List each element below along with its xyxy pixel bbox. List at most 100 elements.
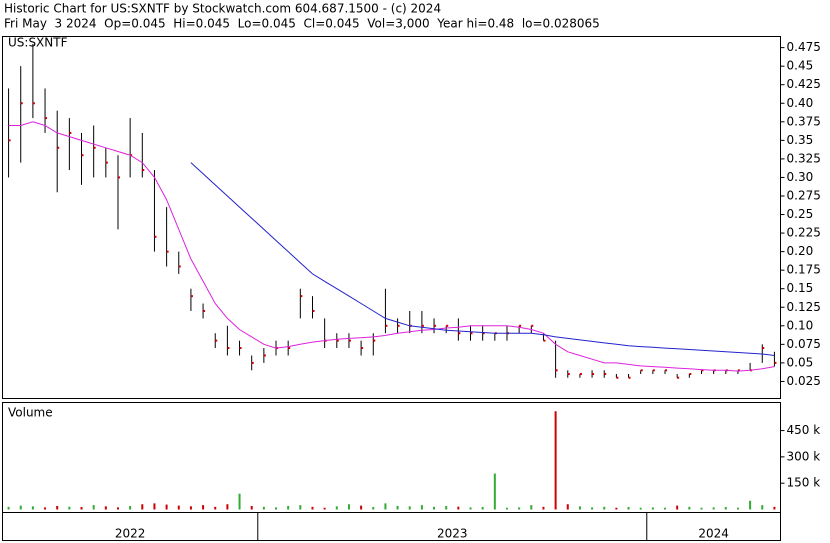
close-mark [263,354,266,357]
volume-bar [603,506,606,510]
volume-bar [554,411,557,510]
close-mark [178,265,181,268]
y-tick-label: 0.325 [787,151,821,165]
close-mark [215,339,218,342]
y-tick-label: 0.125 [787,300,821,314]
y-tick-label: 0.225 [787,226,821,240]
volume-bar [433,506,436,510]
close-mark [93,146,96,149]
close-mark [45,117,48,120]
volume-bar [396,505,399,510]
close-mark [482,332,485,335]
close-mark [336,339,339,342]
close-mark [117,176,120,179]
volume-bar [408,506,411,510]
volume-bar [214,506,217,510]
x-tick-label: 2022 [115,527,146,541]
volume-bar [724,507,727,510]
volume-bar [165,504,168,510]
volume-bar [7,506,10,510]
volume-bar [31,506,34,510]
chart-subtitle: Fri May 3 2024 Op=0.045 Hi=0.045 Lo=0.04… [4,17,600,31]
close-mark [701,369,704,372]
volume-bar [189,506,192,510]
volume-bar [372,507,375,510]
close-mark [434,324,437,327]
close-mark [470,332,473,335]
close-mark [446,324,449,327]
x-tick-label: 2024 [698,527,729,541]
close-mark [652,369,655,372]
volume-bar [664,507,667,510]
volume-bar [542,506,545,510]
close-mark [300,295,303,298]
volume-bar [44,507,47,510]
y-tick-label: 0.05 [787,355,814,369]
close-mark [130,154,133,157]
y-tick-label: 0.15 [787,281,814,295]
close-mark [251,361,254,364]
time-axis [2,512,781,541]
close-mark [227,347,230,350]
close-mark [361,347,364,350]
y-tick-label: 300 k [787,449,821,463]
volume-bar [92,505,95,510]
volume-bar [262,506,265,510]
close-mark [616,376,619,379]
volume-bar [153,503,156,510]
volume-bar [481,507,484,510]
moving-average [8,121,775,372]
close-mark [81,154,84,157]
close-mark [579,373,582,376]
volume-bar [566,504,569,510]
close-mark [762,347,765,350]
close-mark [628,376,631,379]
volume-bar [445,505,448,510]
volume-bar [736,507,739,510]
close-mark [385,324,388,327]
volume-bar [676,505,679,510]
close-mark [543,339,546,342]
y-tick-label: 0.40 [787,96,814,110]
volume-bar [749,500,752,510]
volume-bar [238,493,241,510]
close-mark [57,146,60,149]
y-tick-label: 0.175 [787,263,821,277]
volume-bar [688,506,691,510]
symbol-label: US:SXNTF [8,36,68,50]
volume-bar [323,507,326,510]
y-tick-label: 0.425 [787,77,821,91]
y-tick-label: 0.20 [787,244,814,258]
volume-label: Volume [8,406,53,420]
volume-bar [615,507,618,510]
close-mark [604,373,607,376]
volume-bar [116,507,119,510]
close-mark [105,161,108,164]
volume-bar [651,507,654,510]
y-tick-label: 450 k [787,423,821,437]
volume-bar [19,505,22,510]
volume-bar [591,507,594,510]
volume-bar [299,505,302,510]
y-tick-label: 0.35 [787,133,814,147]
volume-bar [347,504,350,510]
close-mark [166,250,169,253]
volume-bar [420,505,423,510]
volume-bar [311,506,314,510]
close-mark [531,324,534,327]
close-mark [154,235,157,238]
volume-bar [360,505,363,510]
volume-bar [141,504,144,510]
close-mark [774,361,777,364]
price-panel [2,36,781,399]
volume-bar [104,506,107,510]
volume-bar [275,507,278,510]
close-mark [592,373,595,376]
close-mark [348,339,351,342]
volume-bar [639,507,642,510]
volume-bar [384,503,387,510]
volume-bar [80,507,83,510]
close-mark [555,369,558,372]
